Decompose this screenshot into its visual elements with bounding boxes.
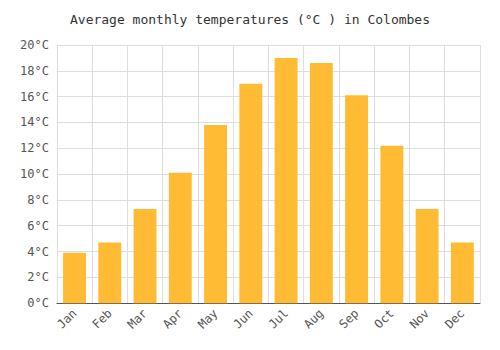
- svg-text:Jun: Jun: [231, 306, 256, 331]
- svg-text:2°C: 2°C: [27, 270, 49, 284]
- svg-text:Average monthly temperatures (: Average monthly temperatures (°C ) in Co…: [70, 12, 430, 27]
- svg-text:Mar: Mar: [125, 306, 150, 331]
- svg-text:Dec: Dec: [442, 306, 467, 331]
- svg-text:May: May: [195, 306, 220, 331]
- svg-text:Nov: Nov: [407, 306, 432, 331]
- svg-text:Jan: Jan: [54, 306, 79, 331]
- svg-text:Oct: Oct: [372, 306, 397, 331]
- svg-text:Aug: Aug: [301, 306, 326, 331]
- svg-text:10°C: 10°C: [20, 167, 49, 181]
- svg-text:Jul: Jul: [266, 306, 291, 331]
- svg-text:0°C: 0°C: [27, 296, 49, 310]
- svg-text:14°C: 14°C: [20, 115, 49, 129]
- svg-text:6°C: 6°C: [27, 219, 49, 233]
- svg-text:16°C: 16°C: [20, 90, 49, 104]
- svg-text:20°C: 20°C: [20, 38, 49, 52]
- svg-text:Apr: Apr: [160, 306, 185, 331]
- svg-text:18°C: 18°C: [20, 64, 49, 78]
- svg-text:4°C: 4°C: [27, 245, 49, 259]
- svg-text:8°C: 8°C: [27, 193, 49, 207]
- svg-text:12°C: 12°C: [20, 141, 49, 155]
- svg-text:Sep: Sep: [336, 306, 361, 331]
- svg-text:Feb: Feb: [90, 306, 115, 331]
